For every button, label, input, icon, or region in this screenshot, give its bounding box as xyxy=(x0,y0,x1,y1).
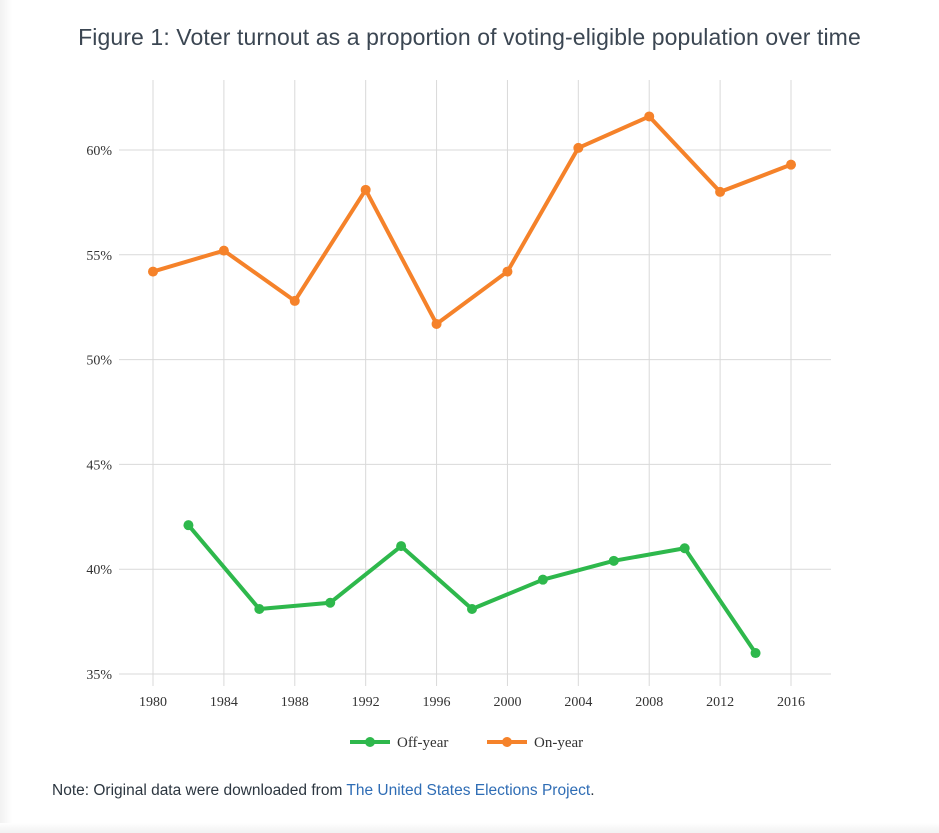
on-year-point[interactable] xyxy=(148,266,158,277)
x-tick-label: 2000 xyxy=(493,695,521,710)
on-year-point[interactable] xyxy=(360,184,371,195)
off-year-point[interactable] xyxy=(325,597,336,608)
legend-swatch-marker xyxy=(502,737,512,747)
legend-label: On-year xyxy=(534,735,583,751)
off-year-point[interactable] xyxy=(183,520,194,531)
x-tick-label: 1984 xyxy=(210,695,238,710)
x-tick-label: 2008 xyxy=(635,695,663,710)
off-year-line xyxy=(186,523,758,656)
off-year-point[interactable] xyxy=(467,604,477,615)
chart-legend[interactable]: Off-year On-year xyxy=(350,735,583,751)
y-tick-label: 35% xyxy=(86,668,112,683)
figure-title: Figure 1: Voter turnout as a proportion … xyxy=(78,24,861,50)
off-year-point[interactable] xyxy=(537,574,548,585)
legend-item-on-year[interactable]: On-year xyxy=(487,735,583,751)
x-tick-label: 2012 xyxy=(706,695,734,710)
on-year-point[interactable] xyxy=(573,142,584,153)
off-year-point[interactable] xyxy=(750,648,761,659)
note-prefix: Note: Original data were downloaded from xyxy=(52,782,347,799)
x-tick-label: 1992 xyxy=(352,695,380,710)
y-tick-label: 45% xyxy=(86,458,112,473)
legend-item-off-year[interactable]: Off-year xyxy=(350,735,448,751)
chart-axes: 1980 1984 1988 1992 1996 2000 2004 2008 2012 2016… xyxy=(86,144,805,710)
x-tick-label: 1988 xyxy=(281,695,309,710)
x-tick-label: 2004 xyxy=(564,695,592,710)
y-tick-label: 40% xyxy=(86,563,112,578)
off-year-point[interactable] xyxy=(608,555,619,566)
y-tick-label: 60% xyxy=(86,144,112,159)
elections-project-link[interactable]: The United States Elections Project xyxy=(346,782,591,799)
legend-label: Off-year xyxy=(397,735,448,751)
y-tick-label: 55% xyxy=(86,249,112,264)
on-year-point[interactable] xyxy=(644,111,655,122)
source-note: Note: Original data were downloaded from… xyxy=(52,782,595,800)
on-year-point[interactable] xyxy=(289,295,300,306)
on-year-point[interactable] xyxy=(218,245,229,256)
x-tick-label: 2016 xyxy=(777,695,805,710)
x-tick-label: 1980 xyxy=(139,695,167,710)
on-year-line xyxy=(151,114,793,326)
legend-swatch-marker xyxy=(365,737,375,747)
on-year-point[interactable] xyxy=(715,186,726,197)
on-year-point[interactable] xyxy=(502,266,513,277)
note-suffix: . xyxy=(590,782,595,799)
off-year-point[interactable] xyxy=(254,604,265,615)
y-tick-label: 50% xyxy=(86,354,112,369)
on-year-point[interactable] xyxy=(431,318,442,329)
chart-grid xyxy=(119,80,831,686)
x-tick-label: 1996 xyxy=(423,695,451,710)
off-year-point[interactable] xyxy=(679,543,690,554)
chart-series xyxy=(148,111,796,659)
on-year-point[interactable] xyxy=(786,159,796,170)
off-year-point[interactable] xyxy=(396,541,407,552)
